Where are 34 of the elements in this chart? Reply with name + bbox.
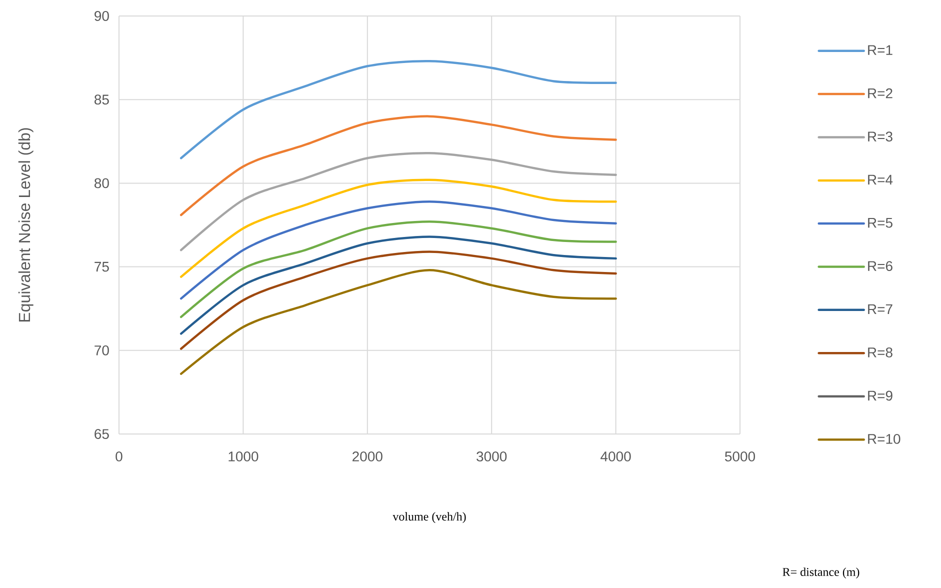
x-tick-label: 4000 bbox=[600, 452, 631, 462]
y-tick-label: 75 bbox=[94, 262, 109, 272]
legend-label: R=2 bbox=[868, 88, 892, 98]
y-tick-label: 70 bbox=[94, 345, 109, 356]
legend-label: R=7 bbox=[868, 304, 892, 314]
legend-label: R=3 bbox=[868, 132, 892, 142]
legend-label: R=5 bbox=[868, 218, 892, 228]
y-tick-label: 85 bbox=[94, 94, 109, 105]
text: R= distance (m) bbox=[782, 568, 860, 578]
legend-label: R=8 bbox=[868, 347, 892, 358]
x-tick-label: 0 bbox=[116, 452, 122, 462]
y-axis-title: Equivalent Noise Level (db) bbox=[18, 128, 34, 322]
y-tick-label: 90 bbox=[94, 11, 109, 21]
line-series bbox=[180, 220, 617, 318]
x-tick-label: 2000 bbox=[352, 452, 382, 462]
legend-label: R=4 bbox=[868, 174, 893, 185]
x-tick-label: 1000 bbox=[228, 452, 258, 462]
x-axis-title: volume (veh/h) bbox=[392, 512, 466, 524]
line-series bbox=[180, 60, 617, 160]
line-series bbox=[180, 236, 617, 335]
x-tick-label: 5000 bbox=[724, 452, 756, 462]
line-series bbox=[180, 178, 617, 278]
x-tick-label: 3000 bbox=[476, 452, 507, 462]
legend-label: R=10 bbox=[868, 434, 900, 444]
line-series bbox=[180, 115, 617, 216]
legend-label: R=9 bbox=[868, 390, 892, 401]
y-tick-label: 80 bbox=[94, 178, 109, 188]
line-series bbox=[180, 200, 617, 300]
line-series bbox=[180, 152, 617, 252]
line-series bbox=[180, 250, 617, 350]
line-series bbox=[180, 269, 617, 375]
legend-label: R=1 bbox=[868, 45, 892, 55]
legend-label: R=6 bbox=[868, 261, 892, 272]
y-tick-label: 65 bbox=[94, 429, 109, 439]
